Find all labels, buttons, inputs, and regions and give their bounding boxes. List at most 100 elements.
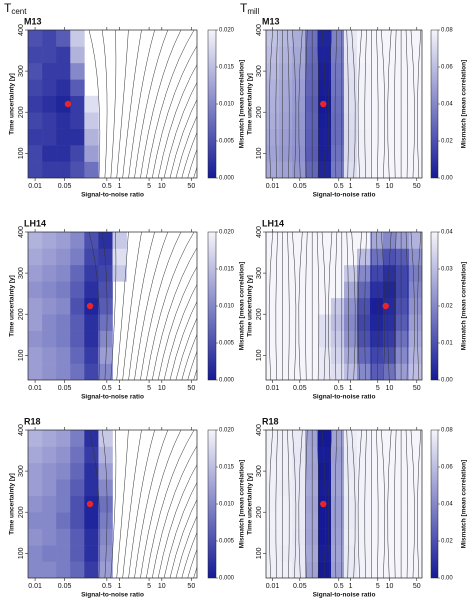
heat-cell bbox=[305, 479, 319, 497]
heat-cell bbox=[98, 430, 113, 447]
heat-cell bbox=[70, 495, 85, 513]
heat-cell bbox=[28, 248, 43, 266]
heat-cell bbox=[305, 248, 319, 266]
colorbar-label: Mismatch [mean correlation] bbox=[239, 262, 246, 351]
heat-cell bbox=[318, 528, 332, 546]
heat-cell bbox=[408, 30, 422, 47]
heat-cell bbox=[84, 314, 99, 331]
cbar-tick-label: 0.005 bbox=[219, 341, 235, 347]
heat-cell bbox=[279, 161, 293, 178]
contour-line bbox=[351, 30, 356, 178]
heat-cell bbox=[408, 62, 422, 80]
heat-cell bbox=[344, 232, 358, 249]
cbar-tick-label: 0.015 bbox=[219, 65, 235, 71]
contours bbox=[88, 232, 197, 380]
heat-cell bbox=[383, 462, 397, 480]
heat-cell bbox=[292, 545, 306, 562]
heat-cell bbox=[28, 512, 43, 529]
cbar-tick-label: 0.02 bbox=[441, 139, 453, 145]
heat-cell bbox=[70, 161, 85, 178]
heat-cell bbox=[331, 79, 345, 97]
heat-cell bbox=[369, 145, 384, 162]
contours bbox=[268, 430, 422, 578]
y-tick-label: 100 bbox=[256, 147, 263, 159]
contour-line bbox=[405, 232, 409, 380]
heat-cell bbox=[266, 446, 280, 464]
heat-cell bbox=[318, 30, 332, 47]
colorbar bbox=[207, 429, 217, 579]
colorbar-label: Mismatch [mean correlation] bbox=[461, 262, 468, 351]
heat-cell bbox=[28, 479, 43, 497]
heat-cell bbox=[331, 545, 345, 562]
heat-cell bbox=[369, 79, 384, 97]
heat-cell bbox=[408, 330, 422, 348]
heat-cell bbox=[357, 462, 371, 480]
heat-cell bbox=[98, 248, 113, 266]
heat-cell bbox=[279, 545, 293, 562]
contour-line bbox=[122, 232, 142, 380]
heat-cell bbox=[369, 330, 384, 348]
heatmap bbox=[28, 30, 99, 178]
heat-cell bbox=[331, 462, 345, 480]
heat-cell bbox=[56, 495, 71, 513]
x-tick-label: 0.5 bbox=[334, 583, 344, 590]
contour-line bbox=[88, 430, 101, 578]
heat-cell bbox=[344, 30, 358, 47]
heat-cell bbox=[408, 528, 422, 546]
heat-cell bbox=[279, 30, 293, 47]
contour-line bbox=[417, 430, 422, 578]
heat-cell bbox=[70, 528, 85, 546]
heat-cell bbox=[408, 495, 422, 513]
heat-cell bbox=[56, 462, 71, 480]
heat-cell bbox=[42, 112, 57, 129]
x-tick-label: 10 bbox=[158, 183, 166, 190]
heat-cell bbox=[357, 145, 371, 162]
cbar-tick-label: 0.00 bbox=[441, 176, 453, 182]
heat-cell bbox=[305, 128, 319, 146]
contour-line bbox=[146, 232, 195, 380]
heat-cell bbox=[266, 128, 280, 146]
heat-cell bbox=[305, 528, 319, 546]
heat-cell bbox=[56, 297, 71, 315]
contour-line bbox=[181, 531, 197, 578]
heat-cell bbox=[266, 330, 280, 348]
heat-cell bbox=[279, 363, 293, 380]
heat-cell bbox=[395, 30, 410, 47]
heat-cell bbox=[98, 561, 113, 578]
x-tick-label: 5 bbox=[147, 385, 151, 392]
heat-cell bbox=[305, 363, 319, 380]
heatmap bbox=[28, 232, 127, 380]
x-tick-label: 0.01 bbox=[28, 583, 42, 590]
heat-cell bbox=[292, 232, 306, 249]
contour-line bbox=[292, 30, 297, 178]
heat-cell bbox=[56, 62, 71, 80]
y-tick-label: 200 bbox=[18, 308, 25, 320]
heat-cell bbox=[383, 495, 397, 513]
heat-cell bbox=[408, 363, 422, 380]
heat-cell bbox=[383, 79, 397, 97]
heat-cell bbox=[42, 330, 57, 348]
contour-line bbox=[287, 430, 290, 578]
heat-cell bbox=[266, 561, 280, 578]
heat-cell bbox=[279, 347, 293, 364]
heat-cell bbox=[395, 62, 410, 80]
heat-cell bbox=[266, 232, 280, 249]
contour-line bbox=[316, 430, 320, 578]
heat-cell bbox=[28, 95, 43, 113]
contour-line bbox=[116, 232, 129, 380]
x-tick-label: 0.01 bbox=[266, 583, 280, 590]
heat-cell bbox=[292, 145, 306, 162]
heat-cell bbox=[408, 95, 422, 113]
heat-cell bbox=[331, 430, 345, 447]
contour-line bbox=[292, 232, 297, 380]
heat-cell bbox=[266, 314, 280, 331]
heat-cell bbox=[292, 264, 306, 282]
heat-cell bbox=[344, 128, 358, 146]
x-tick-label: 0.01 bbox=[266, 183, 280, 190]
heat-cell bbox=[305, 297, 319, 315]
cbar-tick-label: 0.015 bbox=[219, 267, 235, 273]
x-tick-label: 0.5 bbox=[102, 583, 112, 590]
heat-cell bbox=[84, 330, 99, 348]
heat-cell bbox=[98, 281, 113, 299]
y-tick-label: 100 bbox=[18, 147, 25, 159]
